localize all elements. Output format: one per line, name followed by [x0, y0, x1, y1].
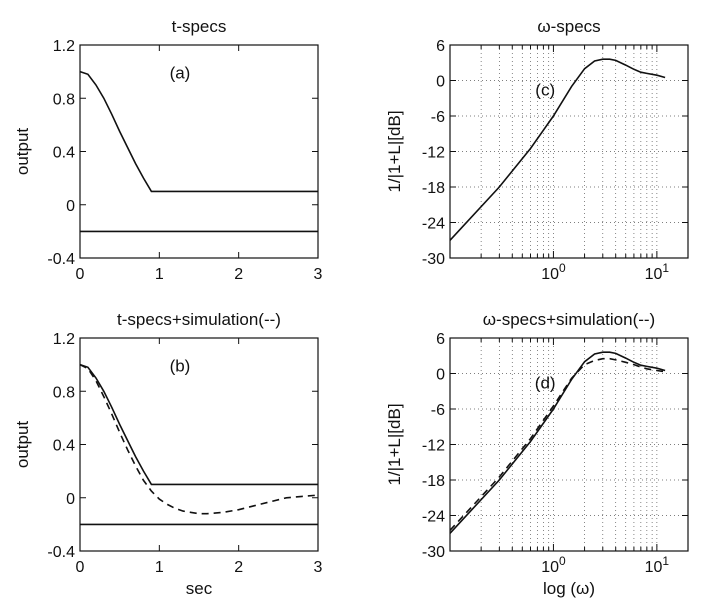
y-tick-label: -0.4: [47, 544, 75, 561]
chart-title: ω-specs+simulation(--): [483, 310, 655, 329]
panel-label: (a): [170, 64, 191, 83]
x-tick-label: 0: [76, 266, 85, 283]
y-tick-label: -30: [422, 251, 445, 268]
chart-d: 100 101 -30 -24 -18 -12 -6 0 6 ω-specs+simulation…: [385, 310, 689, 598]
ticks: [79, 44, 319, 259]
series-line-1: [449, 58, 666, 241]
y-tick-label: -24: [422, 509, 445, 526]
series-line-3: [79, 363, 319, 515]
y-tick-label: 0.8: [53, 384, 75, 401]
x-axis-label: sec: [186, 579, 213, 598]
series-line-1: [79, 70, 318, 193]
ticks: [450, 337, 688, 552]
panel-label: (b): [170, 357, 191, 376]
y-tick-label: -18: [422, 473, 445, 490]
plot-frame: [449, 44, 689, 259]
chart-c: 100 101 -30 -24 -18 -12 -6 0 6 ω-specs (c) 1/|1+L|[…: [385, 17, 689, 283]
y-axis-label: output: [13, 421, 32, 469]
y-axis-label: 1/|1+L|[dB]: [385, 403, 404, 485]
panel-label: (d): [535, 374, 556, 393]
chart-title: t-specs+simulation(--): [117, 310, 281, 329]
ticks: [79, 337, 319, 552]
plot-frame: [79, 44, 319, 259]
panel-label: (c): [535, 81, 555, 100]
x-tick-label: 3: [314, 559, 323, 576]
y-tick-label: -12: [422, 438, 445, 455]
y-axis-label: output: [13, 128, 32, 176]
y-tick-label: 1.2: [53, 38, 75, 55]
grid: [450, 45, 688, 258]
y-tick-label: -18: [422, 180, 445, 197]
plot-frame: [449, 337, 689, 552]
x-tick-label: 2: [234, 559, 243, 576]
y-tick-label: 0: [66, 491, 75, 508]
ticks: [450, 44, 688, 259]
y-tick-label: 6: [436, 331, 445, 348]
y-axis-label: 1/|1+L|[dB]: [385, 110, 404, 192]
plot-frame: [79, 337, 319, 552]
x-tick-label: 101: [645, 554, 670, 576]
y-tick-label: 6: [436, 38, 445, 55]
y-tick-label: -0.4: [47, 251, 75, 268]
y-tick-label: 1.2: [53, 331, 75, 348]
x-tick-label: 1: [155, 266, 164, 283]
series-line-1: [449, 351, 666, 534]
chart-b: 0 1 2 3-0.400.40.81.2t-specs+simulation(--)…: [13, 310, 323, 598]
y-tick-label: -24: [422, 216, 445, 233]
y-tick-label: -6: [431, 402, 445, 419]
y-tick-label: -12: [422, 145, 445, 162]
series-line-1: [79, 363, 318, 486]
x-tick-label: 2: [234, 266, 243, 283]
y-tick-label: 0.4: [53, 145, 75, 162]
y-tick-label: 0.8: [53, 91, 75, 108]
x-tick-label: 0: [76, 559, 85, 576]
x-tick-label: 3: [314, 266, 323, 283]
x-axis-label: log (ω): [543, 579, 595, 598]
x-tick-label: 100: [541, 554, 566, 576]
x-tick-label: 101: [645, 261, 670, 283]
grid: [450, 338, 688, 551]
chart-a: 0 1 2 3-0.400.40.81.2t-specs(a)output: [13, 17, 323, 283]
y-tick-label: 0: [436, 74, 445, 91]
chart-title: t-specs: [172, 17, 227, 36]
y-tick-label: 0: [436, 367, 445, 384]
chart-title: ω-specs: [537, 17, 600, 36]
y-tick-label: -6: [431, 109, 445, 126]
y-tick-label: 0: [66, 198, 75, 215]
y-tick-label: -30: [422, 544, 445, 561]
y-tick-label: 0.4: [53, 438, 75, 455]
x-tick-label: 1: [155, 559, 164, 576]
x-tick-label: 100: [541, 261, 566, 283]
